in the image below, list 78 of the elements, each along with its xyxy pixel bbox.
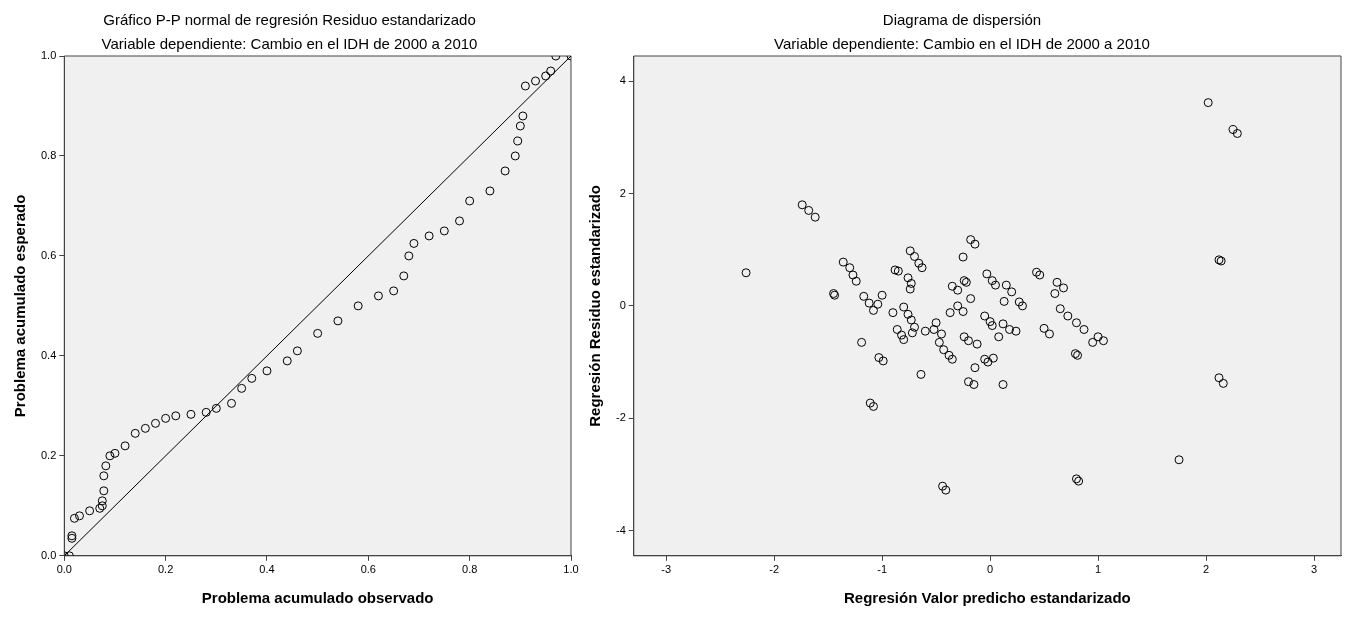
y-tick-label: -4 — [616, 523, 626, 536]
y-tick-label: 0 — [619, 298, 626, 311]
x-tick-label: -2 — [769, 563, 780, 576]
point — [404, 251, 414, 261]
y-tick-label: 0.8 — [40, 148, 57, 161]
x-tick-label: 0.0 — [56, 563, 72, 576]
point — [439, 226, 449, 236]
y-tick-label: 0.0 — [40, 548, 57, 561]
point — [513, 136, 523, 146]
y-axis-title: Regresión Residuo estandarizado — [586, 185, 604, 427]
point — [99, 471, 109, 481]
x-tick-label: 0.2 — [157, 563, 174, 576]
x-tick-label: -1 — [877, 563, 888, 576]
point — [247, 373, 257, 383]
y-tick-label: 0.2 — [40, 448, 57, 461]
x-tick-label: 0 — [987, 563, 994, 576]
point — [520, 81, 530, 91]
point — [237, 383, 247, 393]
y-tick-label: 0.6 — [40, 248, 57, 261]
y-tick-label: 2 — [619, 186, 626, 199]
x-tick-label: 0.6 — [360, 563, 376, 576]
point — [510, 151, 520, 161]
point — [186, 409, 196, 419]
point — [171, 411, 181, 421]
point — [211, 403, 221, 413]
point — [541, 71, 551, 81]
point — [515, 121, 525, 131]
point — [69, 513, 79, 523]
point — [101, 461, 111, 471]
point — [333, 316, 343, 326]
y-axis-title: Problema acumulado esperado — [11, 194, 29, 418]
x-tick-label: 0.4 — [259, 563, 275, 576]
chart-title: Gráfico P-P normal de regresión Residuo estandarizado — [103, 11, 476, 29]
point — [531, 76, 541, 86]
x-tick-label: -3 — [661, 563, 672, 576]
point — [262, 366, 272, 376]
point — [373, 291, 383, 301]
point — [546, 66, 556, 76]
point — [500, 166, 510, 176]
point — [227, 398, 237, 408]
point — [409, 238, 419, 248]
point — [282, 356, 292, 366]
point — [85, 506, 95, 516]
point — [313, 328, 323, 338]
point — [99, 486, 109, 496]
chart-subtitle: Variable dependiente: Cambio en el IDH de 2000 a 2010 — [774, 35, 1150, 53]
x-tick-label: 2 — [1202, 563, 1210, 576]
point — [518, 111, 528, 121]
y-tick-label: -2 — [616, 411, 626, 424]
y-tick-label: 1.0 — [40, 49, 57, 62]
point — [97, 496, 107, 506]
point — [424, 231, 434, 241]
point — [130, 428, 140, 438]
point — [353, 301, 363, 311]
x-tick-label: 1.0 — [563, 563, 579, 576]
y-tick-label: 0.4 — [40, 348, 57, 361]
y-tick-label: 4 — [619, 74, 626, 87]
point — [485, 186, 495, 196]
point — [120, 441, 130, 451]
x-tick-label: 0.8 — [462, 563, 478, 576]
chart-title: Diagrama de dispersión — [882, 11, 1042, 29]
x-tick-label: 3 — [1310, 563, 1318, 576]
x-axis-title: Problema acumulado observado — [201, 589, 434, 607]
point — [151, 418, 160, 428]
point — [455, 216, 465, 226]
point — [140, 423, 150, 433]
point — [389, 286, 399, 296]
point — [201, 407, 211, 417]
point — [110, 448, 120, 458]
x-axis-title: Regresión Valor predicho estandarizado — [844, 589, 1131, 607]
point — [161, 413, 171, 423]
point — [465, 196, 475, 206]
point — [292, 346, 302, 356]
point — [399, 271, 409, 281]
point — [74, 511, 84, 521]
x-tick-label: 1 — [1095, 563, 1102, 576]
chart-subtitle: Variable dependiente: Cambio en el IDH de 2000 a 2010 — [101, 35, 478, 53]
point — [105, 451, 115, 461]
